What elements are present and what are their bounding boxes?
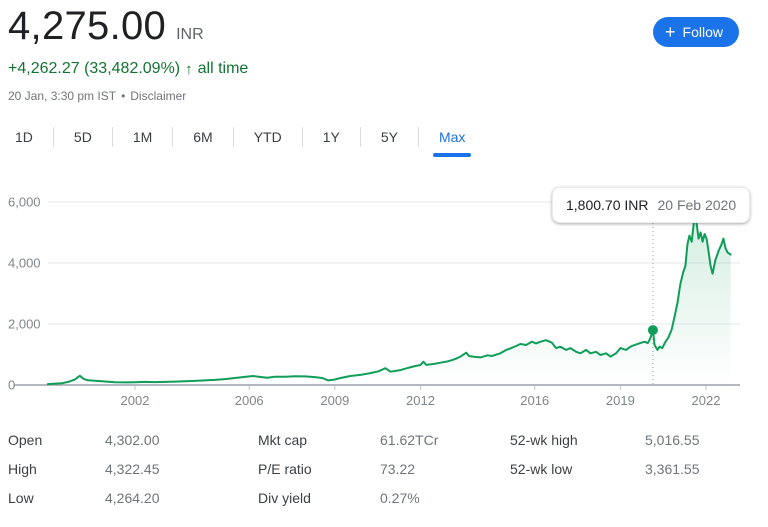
- tab-5d[interactable]: 5D: [73, 129, 92, 145]
- stat-value: 4,302.00: [105, 431, 160, 448]
- stat-value: 73.22: [380, 460, 416, 477]
- stat-value: 4,264.20: [105, 489, 160, 506]
- stat-label: Open: [8, 431, 43, 448]
- x-axis-label: 2022: [692, 393, 721, 408]
- current-price: 4,275.00: [8, 4, 167, 48]
- stat-52wk-high: 52-wk high 5,016.55: [510, 425, 760, 454]
- stat-value: 5,016.55: [645, 431, 700, 448]
- stat-div-yield: Div yield 0.27%: [258, 483, 488, 512]
- disclaimer-link[interactable]: Disclaimer: [130, 89, 187, 103]
- up-arrow-icon: ↑: [185, 60, 193, 78]
- stat-label: Div yield: [258, 489, 311, 506]
- x-axis-label: 2002: [121, 393, 150, 408]
- tab-5y[interactable]: 5Y: [380, 129, 398, 145]
- tab-divider: [359, 127, 361, 147]
- tab-divider: [172, 127, 174, 147]
- stat-label: 52-wk high: [510, 431, 578, 448]
- stat-value: 4,322.45: [105, 460, 160, 477]
- tab-6m[interactable]: 6M: [193, 129, 213, 145]
- tab-divider: [417, 127, 419, 147]
- current-price-row: 4,275.00 INR: [8, 4, 204, 49]
- x-axis-label: 2019: [606, 393, 635, 408]
- stat-mkt-cap: Mkt cap 61.62TCr: [258, 425, 488, 454]
- stats-column-2: Mkt cap 61.62TCr P/E ratio 73.22 Div yie…: [258, 425, 488, 512]
- marker-dot: [647, 325, 658, 336]
- currency-label: INR: [176, 26, 204, 43]
- stat-label: Low: [8, 489, 34, 506]
- stat-52wk-low: 52-wk low 3,361.55: [510, 454, 760, 483]
- meta-separator: •: [121, 89, 126, 103]
- time-range-tabs: 1D 5D 1M 6M YTD 1Y 5Y Max: [8, 122, 485, 157]
- chart-tooltip: 1,800.70 INR 20 Feb 2020: [552, 187, 750, 223]
- stat-high: High 4,322.45: [8, 454, 238, 483]
- active-tab-underline: [433, 153, 472, 157]
- stat-label: 52-wk low: [510, 460, 573, 477]
- stat-value: 0.27%: [380, 489, 420, 506]
- price-chart[interactable]: 0 2,000 4,000 6,000 2002 2006 2009 2012 2016 2019…: [0, 175, 768, 410]
- stat-value: 3,361.55: [645, 460, 700, 477]
- tab-max-label: Max: [438, 129, 466, 145]
- x-axis-label: 2016: [520, 393, 549, 408]
- price-change: +4,262.27 (33,482.09%): [8, 60, 181, 77]
- stat-label: P/E ratio: [258, 460, 312, 477]
- tab-divider: [52, 127, 54, 147]
- x-axis-label: 2012: [406, 393, 435, 408]
- price-line: [46, 214, 732, 386]
- follow-button-label: Follow: [682, 24, 723, 40]
- tab-1m[interactable]: 1M: [132, 129, 153, 145]
- tab-max[interactable]: Max: [419, 129, 485, 157]
- y-axis-label: 2,000: [8, 317, 41, 332]
- stat-pe-ratio: P/E ratio 73.22: [258, 454, 488, 483]
- tooltip-date: 20 Feb 2020: [657, 197, 737, 213]
- tab-divider: [111, 127, 113, 147]
- quote-meta-row: 20 Jan, 3:30 pm IST • Disclaimer: [8, 89, 186, 103]
- quote-timestamp: 20 Jan, 3:30 pm IST: [8, 89, 117, 103]
- change-period: all time: [197, 60, 249, 77]
- x-axis-label: 2009: [320, 393, 349, 408]
- stat-label: Mkt cap: [258, 431, 308, 448]
- stat-value: 61.62TCr: [380, 431, 439, 448]
- area-fill: [47, 215, 731, 385]
- tab-divider: [301, 127, 303, 147]
- tab-1d[interactable]: 1D: [15, 129, 33, 145]
- price-change-row: +4,262.27 (33,482.09%) ↑ all time: [8, 60, 248, 78]
- stat-label: High: [8, 460, 37, 477]
- tab-1y[interactable]: 1Y: [322, 129, 340, 145]
- x-axis-label: 2006: [235, 393, 264, 408]
- stats-column-1: Open 4,302.00 High 4,322.45 Low 4,264.20: [8, 425, 238, 512]
- stats-column-3: 52-wk high 5,016.55 52-wk low 3,361.55: [510, 425, 760, 483]
- y-axis-label: 0: [8, 378, 15, 393]
- tooltip-price: 1,800.70 INR: [566, 197, 649, 213]
- price-chart-svg[interactable]: 0 2,000 4,000 6,000 2002 2006 2009 2012 2016 2019…: [0, 175, 768, 410]
- y-axis-label: 6,000: [8, 195, 41, 210]
- stat-low: Low 4,264.20: [8, 483, 238, 512]
- stat-open: Open 4,302.00: [8, 425, 238, 454]
- tab-ytd[interactable]: YTD: [253, 129, 282, 145]
- tab-divider: [232, 127, 234, 147]
- follow-button[interactable]: + Follow: [653, 17, 739, 47]
- y-axis-label: 4,000: [8, 256, 41, 271]
- plus-icon: +: [665, 21, 676, 42]
